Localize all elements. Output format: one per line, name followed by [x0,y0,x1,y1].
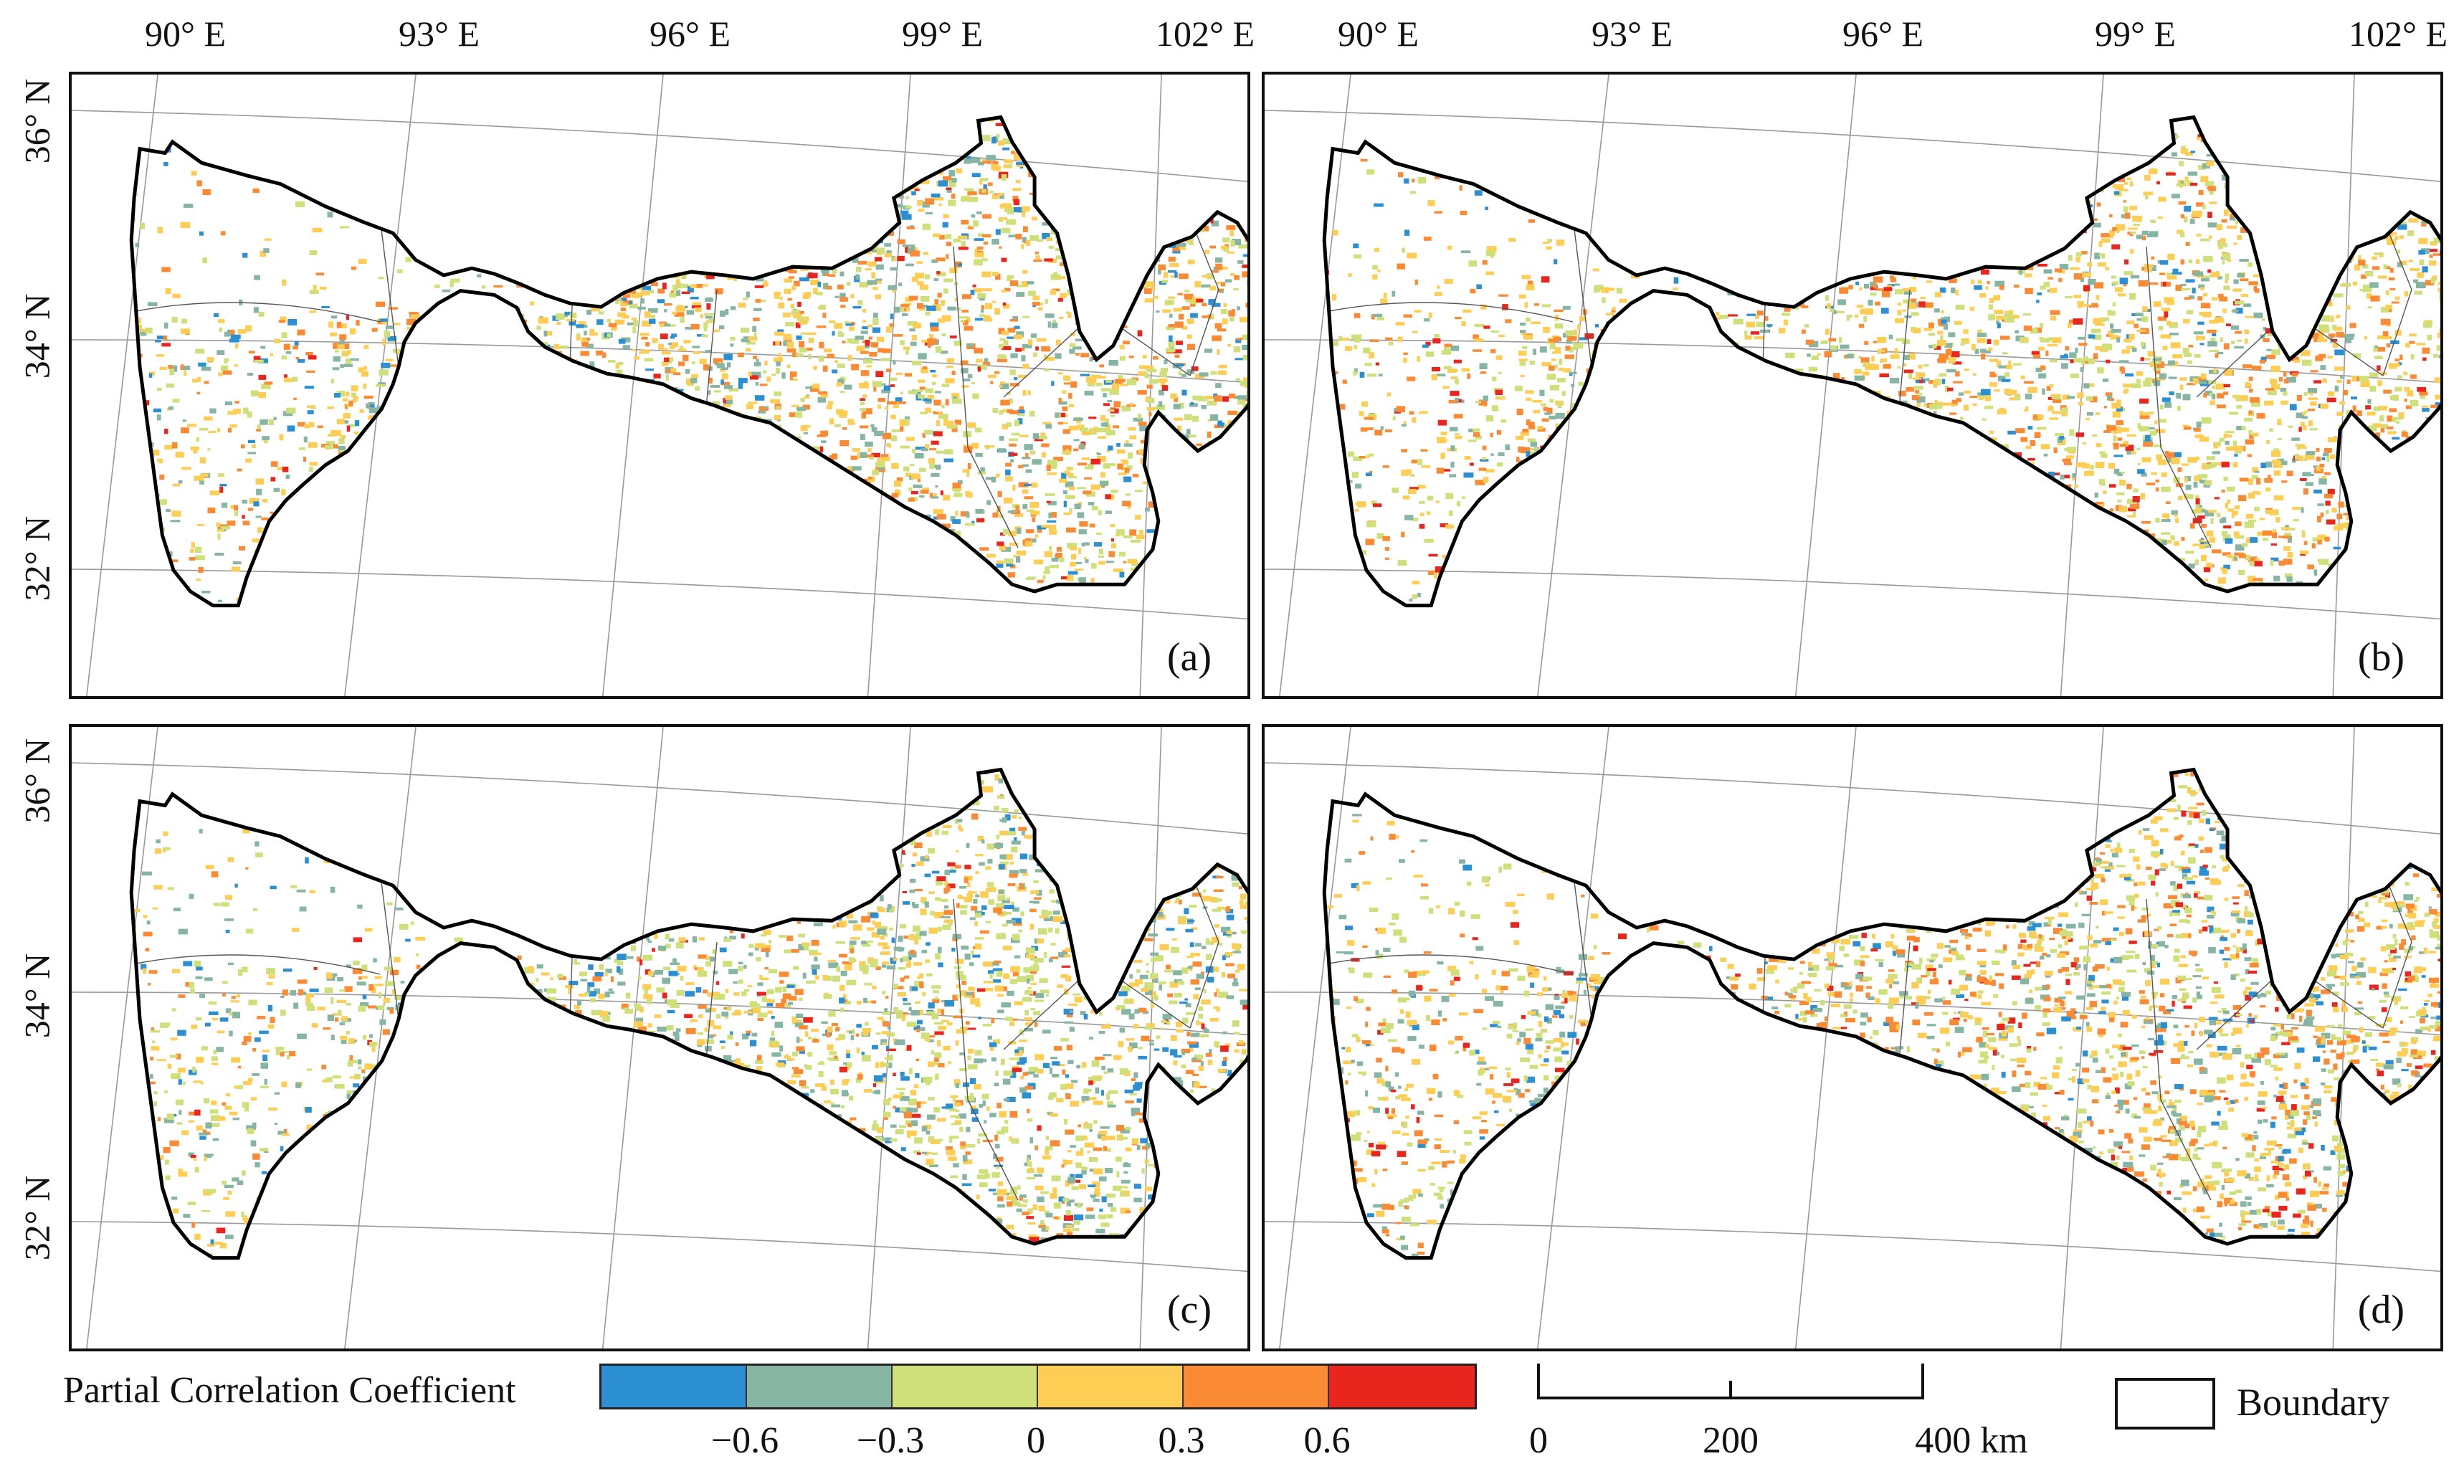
boundary-legend-swatch [2115,1378,2215,1430]
map-canvas [1265,727,2440,1349]
lat-tick-36: 36° N [16,79,57,164]
color-bar-segment [1184,1366,1329,1407]
color-bar-segment [1038,1366,1184,1407]
correlation-raster [1324,769,2440,1258]
region-boundary [129,115,1247,608]
correlation-raster [131,769,1247,1258]
correlation-raster [1324,117,2440,606]
map-panel-b: (b) [1262,72,2443,699]
color-bar-tick: 0 [1027,1419,1045,1462]
lat-tick-34: 34° N [16,294,57,379]
color-bar-segment [1329,1366,1475,1407]
legend-title: Partial Correlation Coefficient [63,1369,516,1412]
panel-label: (c) [1167,1287,1212,1333]
color-bar-segment [893,1366,1038,1407]
lon-tick-96: 96° E [1842,13,1923,54]
lon-tick-102: 102° E [1156,13,1255,54]
correlation-raster [131,117,1247,606]
map-panel-d: (d) [1262,724,2443,1351]
color-bar-segment [601,1366,747,1407]
color-bar-segment [747,1366,893,1407]
lon-tick-90: 90° E [1338,13,1419,54]
panel-label: (a) [1167,634,1212,680]
map-canvas [1265,75,2440,696]
color-bar [599,1364,1477,1409]
scale-bar [1537,1364,1924,1399]
lat-tick-34: 34° N [16,953,57,1039]
color-bar-tick: −0.3 [857,1419,924,1462]
map-canvas [72,727,1247,1349]
lat-tick-32: 32° N [16,516,57,601]
region-boundary [1322,767,2440,1260]
panel-label: (d) [2358,1287,2404,1333]
region-boundary [129,767,1247,1260]
lat-tick-32: 32° N [16,1176,57,1261]
lon-tick-102: 102° E [2349,13,2448,54]
boundary-legend-label: Boundary [2237,1380,2389,1424]
color-bar-tick: 0.3 [1159,1419,1205,1462]
color-bar-tick: 0.6 [1304,1419,1351,1462]
scale-bar-label: 200 [1703,1419,1759,1462]
lon-tick-93: 93° E [1592,13,1673,54]
graticule [1265,727,2440,1349]
panel-label: (b) [2358,634,2404,680]
graticule [72,727,1247,1349]
map-panel-a: (a) [69,72,1250,699]
scale-bar-label: 0 [1529,1419,1548,1462]
map-panel-c: (c) [69,724,1250,1351]
lon-tick-93: 93° E [399,13,480,54]
lat-tick-36: 36° N [16,738,57,824]
map-canvas [72,75,1247,696]
color-bar-tick: −0.6 [711,1419,779,1462]
lon-tick-99: 99° E [902,13,983,54]
lon-tick-96: 96° E [650,13,731,54]
lon-tick-90: 90° E [145,13,226,54]
scale-bar-label: 400 km [1915,1419,2027,1462]
region-boundary [1322,115,2440,608]
graticule [1265,75,2440,696]
lon-tick-99: 99° E [2095,13,2176,54]
